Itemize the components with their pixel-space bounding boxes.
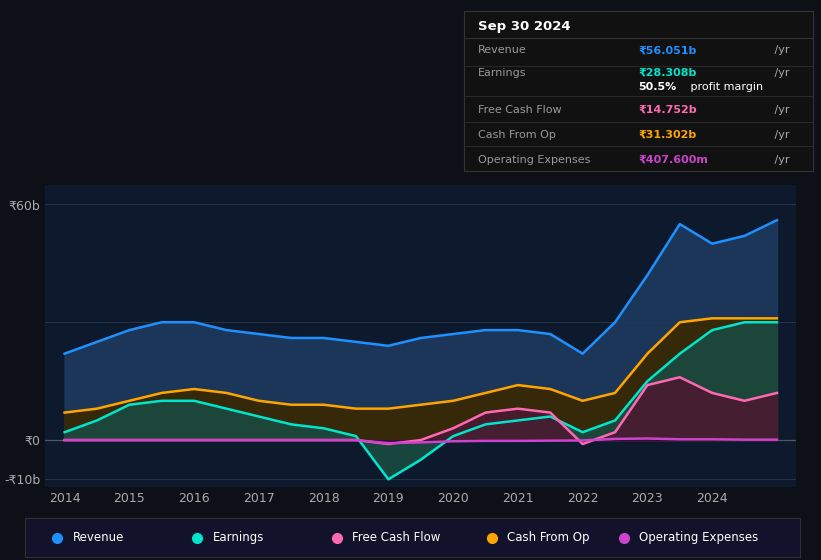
Text: profit margin: profit margin bbox=[687, 82, 764, 92]
Text: ₹14.752b: ₹14.752b bbox=[639, 105, 697, 115]
Text: ₹56.051b: ₹56.051b bbox=[639, 45, 697, 55]
Text: Revenue: Revenue bbox=[73, 531, 124, 544]
Text: /yr: /yr bbox=[771, 155, 790, 165]
Text: ₹407.600m: ₹407.600m bbox=[639, 155, 709, 165]
Text: Free Cash Flow: Free Cash Flow bbox=[352, 531, 440, 544]
Text: Operating Expenses: Operating Expenses bbox=[639, 531, 759, 544]
Text: Cash From Op: Cash From Op bbox=[478, 130, 556, 140]
Text: Revenue: Revenue bbox=[478, 45, 526, 55]
Text: Earnings: Earnings bbox=[478, 68, 526, 78]
Text: /yr: /yr bbox=[771, 68, 790, 78]
Text: 50.5%: 50.5% bbox=[639, 82, 677, 92]
Text: Cash From Op: Cash From Op bbox=[507, 531, 589, 544]
Text: Free Cash Flow: Free Cash Flow bbox=[478, 105, 562, 115]
Text: /yr: /yr bbox=[771, 130, 790, 140]
Text: Earnings: Earnings bbox=[213, 531, 264, 544]
Text: Sep 30 2024: Sep 30 2024 bbox=[478, 20, 571, 33]
Text: /yr: /yr bbox=[771, 45, 790, 55]
Text: ₹28.308b: ₹28.308b bbox=[639, 68, 697, 78]
Text: /yr: /yr bbox=[771, 105, 790, 115]
Text: Operating Expenses: Operating Expenses bbox=[478, 155, 590, 165]
Text: ₹31.302b: ₹31.302b bbox=[639, 130, 696, 140]
